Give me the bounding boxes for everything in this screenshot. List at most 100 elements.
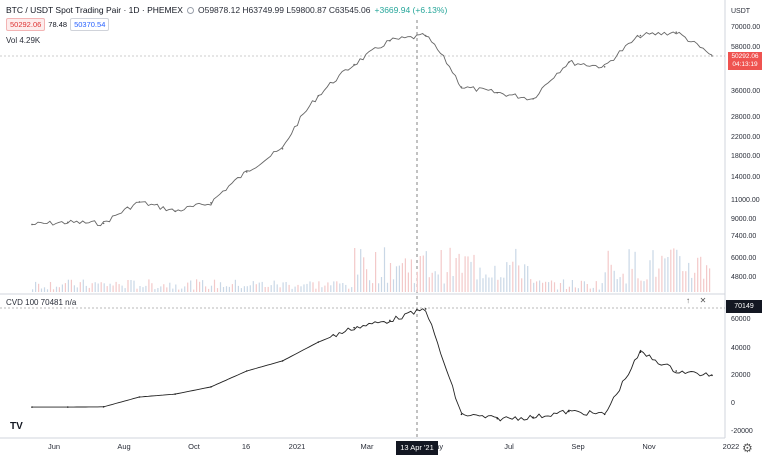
price-point [138, 201, 141, 203]
close-pane-icon[interactable]: ✕ [699, 296, 707, 305]
price-series [31, 31, 713, 227]
volume-bar [249, 285, 251, 292]
volume-bar [649, 260, 651, 292]
volume-bars [32, 247, 711, 292]
volume-bar [64, 283, 66, 292]
volume-bar [40, 288, 43, 292]
price-tick-label: 58000.00 [731, 44, 761, 51]
volume-bar [556, 289, 559, 292]
price-point [210, 202, 212, 204]
volume-bar [258, 282, 260, 292]
ask-price-button[interactable]: 50370.54 [70, 18, 110, 31]
volume-bar [264, 287, 266, 292]
price-point [317, 94, 320, 97]
volume-bar [607, 250, 609, 292]
volume-bar [142, 287, 144, 292]
volume-bar [127, 280, 129, 292]
volume-bar [336, 281, 338, 292]
volume-bar [175, 284, 177, 292]
bid-price-button[interactable]: 50292.06 [6, 18, 46, 31]
cvd-point [102, 406, 105, 408]
ohlc-values: O59878.12 H63749.99 L59800.87 C63545.06 [197, 5, 371, 15]
volume-bar [118, 284, 120, 292]
volume-bar [404, 258, 406, 292]
volume-bar [443, 283, 445, 292]
volume-bar [130, 280, 132, 292]
cvd-point [281, 360, 284, 362]
spread-value: 78.48 [48, 20, 68, 29]
volume-bar [673, 248, 675, 292]
price-point [353, 63, 355, 66]
tradingview-logo-icon: TV [10, 421, 23, 432]
cvd-legend: CVD 100 70481 n/a [6, 298, 77, 307]
volume-bar [210, 285, 213, 292]
volume-bar [35, 281, 37, 292]
volume-bar [533, 282, 535, 292]
time-tick-label: Jul [504, 442, 514, 451]
volume-bar [49, 282, 52, 292]
cvd-line [32, 308, 713, 422]
volume-bar [205, 286, 207, 292]
volume-bar [300, 286, 302, 292]
symbol-title[interactable]: BTC / USDT Spot Trading Pair · 1D · PHEM… [6, 5, 183, 15]
volume-bar [485, 274, 487, 292]
price-tick-label: 4800.00 [731, 274, 757, 281]
volume-bar [154, 289, 156, 292]
cvd-point [138, 396, 141, 398]
volume-bar [196, 279, 198, 292]
volume-legend: Vol 4.29K [6, 36, 41, 45]
volume-bar [172, 288, 174, 292]
volume-bar [670, 249, 672, 292]
volume-bar [473, 254, 475, 292]
volume-bar [315, 288, 317, 292]
volume-bar [449, 247, 451, 292]
volume-bar [434, 271, 436, 292]
gear-icon[interactable]: ⚙ [742, 441, 753, 455]
volume-bar [357, 274, 359, 292]
volume-bar [43, 287, 46, 292]
volume-bar [491, 277, 493, 292]
volume-bar [676, 249, 678, 292]
volume-bar [38, 283, 40, 292]
volume-bar [202, 280, 204, 292]
volume-bar [378, 283, 380, 292]
time-tick-label: Mar [360, 442, 374, 451]
volume-bar [664, 258, 666, 292]
volume-bar [652, 250, 654, 292]
volume-bar [553, 282, 556, 292]
bid-ask-row: 50292.06 78.48 50370.54 [6, 18, 110, 31]
move-pane-up-icon[interactable]: ↑ [686, 296, 690, 305]
cvd-point [389, 319, 391, 322]
volume-bar [199, 281, 201, 292]
volume-bar [482, 278, 484, 292]
price-point [424, 34, 427, 37]
volume-bar [360, 249, 362, 292]
volume-bar [321, 287, 323, 292]
price-tick-label: 36000.00 [731, 88, 761, 95]
volume-bar [455, 258, 457, 292]
volume-bar [401, 263, 403, 292]
volume-bar [82, 279, 84, 292]
cvd-point [317, 341, 320, 343]
volume-bar [148, 279, 150, 292]
volume-bar [231, 284, 233, 292]
price-point [603, 65, 606, 68]
volume-bar [461, 272, 463, 292]
cvd-series [31, 308, 713, 422]
time-tick-label: Oct [188, 442, 200, 451]
volume-bar [279, 287, 281, 292]
volume-bar [237, 285, 239, 292]
volume-bar [70, 279, 72, 292]
price-line [31, 31, 713, 227]
volume-bar [187, 282, 189, 292]
volume-bar [240, 288, 242, 292]
price-tick-label: 22000.00 [731, 134, 761, 141]
cvd-point [210, 386, 212, 388]
volume-bar [354, 248, 356, 292]
cvd-point [675, 370, 678, 372]
volume-bar [392, 279, 395, 292]
volume-bar [628, 249, 630, 292]
volume-bar [694, 272, 696, 292]
